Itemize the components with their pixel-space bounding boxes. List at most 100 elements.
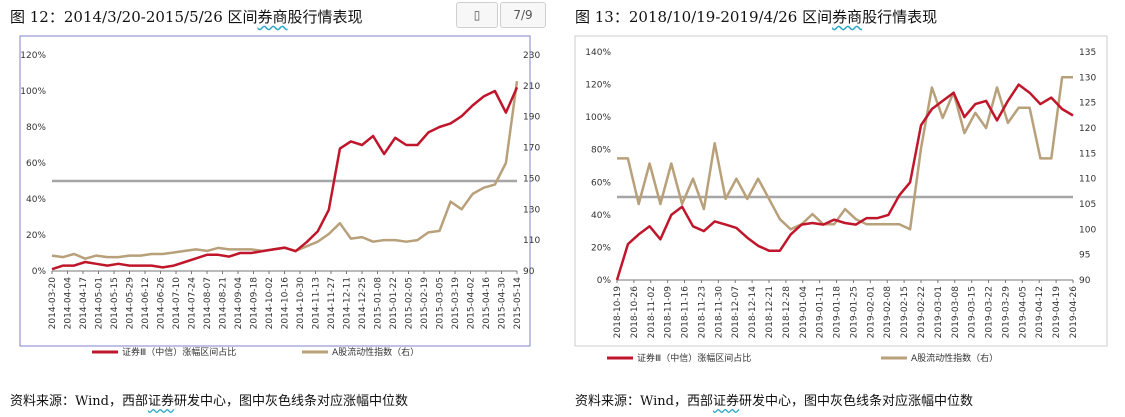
y-tick-label: 40%: [26, 195, 46, 205]
title-range: 2018/10/19-2019/4/26 区间: [628, 8, 833, 26]
x-tick-label: 2014-03-20: [48, 277, 58, 330]
series-securities-share-line: [51, 86, 519, 271]
x-tick-label: 2015-02-05: [405, 277, 415, 329]
x-tick-label: 2014-08-07: [203, 277, 213, 329]
x-tick-label: 2019-01-18: [833, 286, 843, 339]
series-securities-share-line: [615, 83, 1074, 281]
y-tick-label: 80%: [26, 123, 46, 133]
source-prefix: 资料来源：Wind，西部: [575, 394, 713, 409]
y2-tick-label: 90: [523, 267, 535, 277]
x-tick-label: 2014-11-27: [327, 277, 337, 329]
y-tick-label: 60%: [591, 178, 611, 188]
x-tick-label: 2014-12-11: [343, 277, 353, 329]
y2-tick-label: 130: [523, 205, 540, 215]
x-tick-label: 2015-01-22: [389, 277, 399, 329]
x-tick-label: 2014-09-18: [250, 277, 260, 330]
y2-tick-label: 110: [523, 236, 540, 246]
x-tick-label: 2014-06-26: [157, 277, 167, 330]
series-liquidity-index-line: [617, 76, 1073, 231]
y-tick-label: 120%: [585, 81, 611, 91]
y2-tick-label: 95: [1079, 251, 1090, 261]
x-tick-label: 2018-12-21: [765, 286, 775, 338]
page-view-icon: ▯: [473, 8, 481, 22]
title-rest: 股行情表现: [287, 8, 363, 26]
legend-label: 证券Ⅲ（中信）涨幅区间占比: [122, 346, 236, 358]
x-tick-label: 2019-02-15: [900, 286, 910, 338]
x-tick-label: 2019-04-05: [1018, 286, 1028, 338]
y-tick-label: 120%: [20, 51, 46, 61]
legend-label: A股流动性指数（右）: [332, 346, 419, 358]
chart-frame: [574, 35, 1108, 347]
x-tick-label: 2014-12-25: [358, 277, 368, 329]
x-tick-label: 2019-02-08: [883, 286, 893, 339]
x-tick-label: 2015-04-02: [467, 277, 477, 329]
view-mode-button[interactable]: ▯: [456, 2, 498, 28]
y2-tick-label: 130: [1079, 73, 1096, 83]
x-tick-label: 2014-04-04: [64, 277, 74, 330]
x-tick-label: 2019-04-12: [1035, 286, 1045, 338]
x-tick-label: 2014-06-12: [141, 277, 151, 329]
x-tick-label: 2019-01-25: [849, 286, 859, 338]
x-tick-label: 2019-04-19: [1052, 286, 1062, 339]
x-tick-label: 2018-11-16: [681, 286, 691, 339]
x-tick-label: 2019-01-11: [816, 286, 826, 338]
chart-frame: [19, 35, 531, 347]
x-tick-label: 2018-11-30: [714, 286, 724, 339]
y-tick-label: 100%: [20, 87, 46, 97]
y2-tick-label: 105: [1079, 200, 1096, 210]
x-tick-label: 2015-02-19: [420, 277, 430, 330]
x-tick-label: 2014-10-02: [265, 277, 275, 329]
x-tick-label: 2014-04-17: [79, 277, 89, 329]
y-tick-label: 0%: [597, 276, 612, 286]
x-tick-label: 2014-09-04: [234, 277, 244, 330]
y2-tick-label: 110: [1079, 175, 1096, 185]
chart-svg: 0% 20% 40% 60% 80% 100% 120% 140% 90 95 100 105 110 1…: [574, 35, 1108, 364]
x-tick-label: 2014-10-16: [281, 277, 291, 330]
x-tick-label: 2018-12-28: [782, 286, 792, 339]
source-underlined: 证券: [148, 394, 175, 409]
page-indicator[interactable]: 7/9: [500, 2, 546, 28]
y-tick-label: 20%: [26, 231, 46, 241]
title-underlined: 券商: [257, 8, 288, 26]
x-tick-label: 2019-03-08: [951, 286, 961, 339]
x-tick-label: 2014-11-13: [312, 277, 322, 329]
y2-tick-label: 150: [523, 174, 540, 184]
y2-tick-label: 230: [523, 51, 540, 61]
x-tick-label: 2019-02-01: [866, 286, 876, 338]
x-tick-label: 2014-05-29: [126, 277, 136, 330]
x-tick-label: 2014-10-30: [296, 277, 306, 330]
x-tick-label: 2019-04-26: [1069, 286, 1079, 339]
y-tick-label: 140%: [585, 48, 611, 58]
x-tick-label: 2018-11-09: [664, 286, 674, 339]
x-tick-label: 2018-12-14: [748, 286, 758, 339]
x-tick-label: 2019-01-04: [799, 286, 809, 339]
source-rest: 研发中心，图中灰色线条对应涨幅中位数: [174, 394, 409, 409]
source-underlined: 证券: [713, 394, 740, 409]
y-tick-label: 40%: [591, 211, 611, 221]
y2-tick-label: 135: [1079, 48, 1096, 58]
x-tick-label: 2015-03-19: [451, 277, 461, 330]
title-prefix: 图 12：: [10, 8, 64, 26]
y-tick-label: 0%: [32, 267, 47, 277]
x-tick-label: 2019-02-22: [917, 286, 927, 338]
x-tick-label: 2018-10-19: [613, 286, 623, 339]
source-rest: 研发中心，图中灰色线条对应涨幅中位数: [739, 394, 974, 409]
x-tick-label: 2015-04-16: [482, 277, 492, 330]
x-tick-label: 2018-11-02: [647, 286, 657, 338]
x-tick-label: 2014-07-24: [188, 277, 198, 330]
page-indicator-text: 7/9: [513, 8, 533, 22]
chart-panel-13: 图 13：2018/10/19-2019/4/26 区间券商股行情表现 0% 20…: [565, 0, 1125, 417]
x-tick-label: 2019-03-15: [968, 286, 978, 338]
y-tick-label: 80%: [591, 146, 611, 156]
chart-panel-12: 图 12：2014/3/20-2015/5/26 区间券商股行情表现 0% 20%…: [0, 0, 560, 417]
series-liquidity-index-line: [51, 81, 519, 260]
y-tick-label: 100%: [585, 113, 611, 123]
source-note: 资料来源：Wind，西部证券研发中心，图中灰色线条对应涨幅中位数: [575, 390, 973, 409]
legend-label: 证券Ⅲ（中信）涨幅区间占比: [637, 352, 751, 364]
x-tick-label: 2015-05-14: [513, 277, 523, 330]
x-tick-label: 2019-03-29: [1001, 286, 1011, 339]
x-tick-label: 2015-03-05: [436, 277, 446, 329]
y2-tick-label: 170: [523, 144, 540, 154]
x-tick-label: 2018-11-23: [697, 286, 707, 338]
y2-tick-label: 190: [523, 113, 540, 123]
